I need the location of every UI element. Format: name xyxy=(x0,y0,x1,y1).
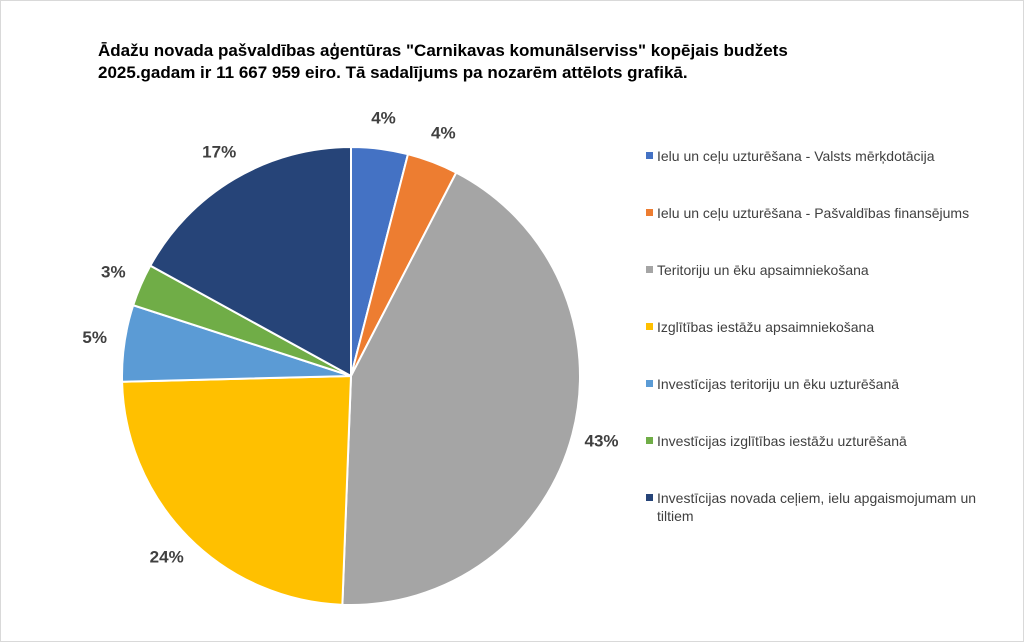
legend-item-6: Investīcijas izglītības iestāžu uzturēša… xyxy=(646,432,1006,450)
legend-item-5: Investīcijas teritoriju un ēku uzturēšan… xyxy=(646,375,1006,393)
slice-label-6: 3% xyxy=(101,263,126,282)
legend-label-4: Izglītības iestāžu apsaimniekošana xyxy=(657,319,875,335)
legend-swatch-3 xyxy=(646,266,653,273)
slice-label-3: 43% xyxy=(584,431,618,450)
legend-label-1: Ielu un ceļu uzturēšana - Valsts mērķdot… xyxy=(657,148,935,164)
legend-swatch-1 xyxy=(646,152,653,159)
chart-title-line-2: 2025.gadam ir 11 667 959 eiro. Tā sadalī… xyxy=(98,63,688,82)
slice-label-1: 4% xyxy=(371,108,396,127)
legend-item-1: Ielu un ceļu uzturēšana - Valsts mērķdot… xyxy=(646,147,1006,165)
legend-item-2: Ielu un ceļu uzturēšana - Pašvaldības fi… xyxy=(646,204,1006,222)
slice-label-7: 17% xyxy=(202,143,236,162)
pie-slice-3 xyxy=(341,171,581,606)
legend-item-3: Teritoriju un ēku apsaimniekošana xyxy=(646,261,1006,279)
chart-title-line-1: Ādažu novada pašvaldības aģentūras "Carn… xyxy=(98,41,788,60)
legend-swatch-2 xyxy=(646,209,653,216)
legend-swatch-4 xyxy=(646,323,653,330)
legend-label-6: Investīcijas izglītības iestāžu uzturēša… xyxy=(657,433,907,449)
slice-label-4: 24% xyxy=(150,547,184,566)
pie-slice-4 xyxy=(121,374,353,606)
legend-label-7: Investīcijas novada ceļiem, ielu apgaism… xyxy=(657,490,977,524)
legend-swatch-7 xyxy=(646,494,653,501)
legend-item-4: Izglītības iestāžu apsaimniekošana xyxy=(646,318,1006,336)
chart-title: Ādažu novada pašvaldības aģentūras "Carn… xyxy=(98,40,878,84)
legend-label-2: Ielu un ceļu uzturēšana - Pašvaldības fi… xyxy=(657,205,970,221)
pie-slice-7 xyxy=(148,145,352,378)
slice-label-2: 4% xyxy=(431,123,456,142)
legend-label-3: Teritoriju un ēku apsaimniekošana xyxy=(657,262,869,278)
legend-label-5: Investīcijas teritoriju un ēku uzturēšan… xyxy=(657,376,900,392)
legend-swatch-5 xyxy=(646,380,653,387)
legend-item-7: Investīcijas novada ceļiem, ielu apgaism… xyxy=(646,489,1006,525)
slice-label-5: 5% xyxy=(82,328,107,347)
legend-swatch-6 xyxy=(646,437,653,444)
